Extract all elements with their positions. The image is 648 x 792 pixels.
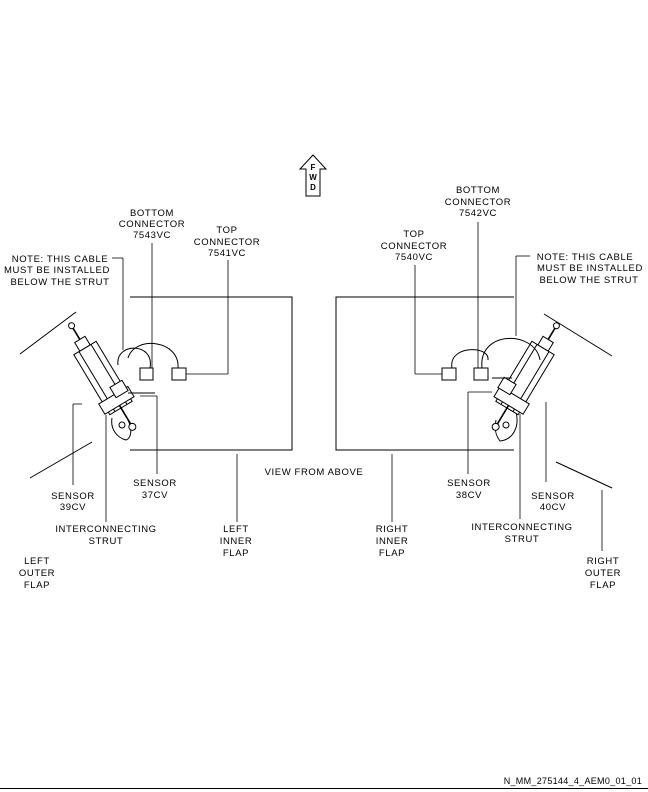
view-title: VIEW FROM ABOVE (265, 467, 364, 478)
right-top-connector-label-1: TOP (403, 229, 424, 240)
right-bottom-connector-label-1: BOTTOM (456, 185, 500, 196)
fwd-letter-d: D (310, 183, 316, 192)
right-inner-flap-label-3: FLAP (379, 548, 405, 559)
left-sensor-inner-label-1: SENSOR (133, 478, 177, 489)
right-sensor-outer-label-1: SENSOR (531, 491, 575, 502)
right-inner-flap-label-2: INNER (376, 536, 409, 547)
right-bottom-connector-label-2: CONNECTOR (445, 197, 511, 208)
left-sensor-outer-label-1: SENSOR (51, 491, 95, 502)
right-outer-flap-edge (543, 313, 613, 357)
left-bottom-connector-label-1: BOTTOM (130, 208, 174, 219)
left-strut-label-2: STRUT (89, 536, 124, 547)
right-outer-flap-label-3: FLAP (590, 580, 616, 591)
left-strut-actuator (68, 322, 137, 431)
right-sensor-inner-label-2: 38CV (456, 490, 482, 501)
right-note-line-3: BELOW THE STRUT (539, 275, 638, 286)
left-bottom-connector-label-3: 7543VC (133, 230, 171, 241)
left-sensor-outer-label-2: 39CV (60, 502, 86, 513)
bottom-rule (0, 788, 648, 789)
left-outer-flap-label-2: OUTER (19, 568, 55, 579)
right-top-connector-label-2: CONNECTOR (381, 241, 447, 252)
left-inner-flap-outline (130, 296, 293, 451)
left-top-connector-label-3: 7541VC (208, 248, 246, 259)
left-bottom-connector-label-2: CONNECTOR (119, 219, 185, 230)
left-inner-flap-label-2: INNER (220, 536, 253, 547)
left-bottom-connector-plug (139, 367, 154, 381)
fwd-letter-f: F (311, 163, 316, 172)
left-hinge-fitting (111, 417, 132, 441)
right-note-line-2: MUST BE INSTALLED (537, 263, 643, 274)
left-top-connector-plug (171, 367, 187, 381)
right-outer-flap-label-1: RIGHT (587, 556, 620, 567)
left-note-line-3: BELOW THE STRUT (10, 277, 109, 288)
left-inner-flap-label-1: LEFT (223, 524, 249, 535)
left-sensor-inner-label-2: 37CV (142, 490, 168, 501)
right-bottom-connector-plug (473, 367, 489, 381)
left-strut-label-1: INTERCONNECTING (55, 524, 156, 535)
left-note-line-2: MUST BE INSTALLED (4, 265, 110, 276)
right-inner-flap-outline (335, 296, 514, 451)
fwd-letter-w: W (309, 173, 317, 182)
right-note-line-1: NOTE: THIS CABLE (537, 252, 634, 263)
right-sensor-outer-label-2: 40CV (540, 502, 566, 513)
left-assembly: BOTTOM CONNECTOR 7543VC TOP CONNECTOR 75… (4, 208, 293, 591)
left-outer-flap-label-1: LEFT (24, 556, 50, 567)
right-assembly: BOTTOM CONNECTOR 7542VC TOP CONNECTOR 75… (335, 185, 643, 591)
right-strut-label-1: INTERCONNECTING (471, 522, 572, 533)
left-note-line-1: NOTE: THIS CABLE (12, 254, 109, 265)
right-top-connector-plug (441, 367, 457, 381)
fwd-arrow: F W D (298, 154, 328, 197)
right-top-connector-label-3: 7540VC (395, 252, 433, 263)
left-outer-flap-label-3: FLAP (24, 580, 50, 591)
right-strut-label-2: STRUT (505, 534, 540, 545)
left-inner-flap-label-3: FLAP (223, 548, 249, 559)
right-sensor-inner-label-1: SENSOR (447, 478, 491, 489)
right-strut-actuator (491, 322, 560, 431)
right-outer-flap-label-2: OUTER (585, 568, 621, 579)
figure-id: N_MM_275144_4_AEM0_01_01 (503, 776, 642, 786)
right-inner-flap-label-1: RIGHT (376, 524, 409, 535)
right-bottom-connector-label-3: 7542VC (459, 208, 497, 219)
left-top-connector-label-1: TOP (216, 225, 237, 236)
left-outer-flap-edge (19, 311, 77, 355)
left-top-connector-label-2: CONNECTOR (194, 237, 260, 248)
